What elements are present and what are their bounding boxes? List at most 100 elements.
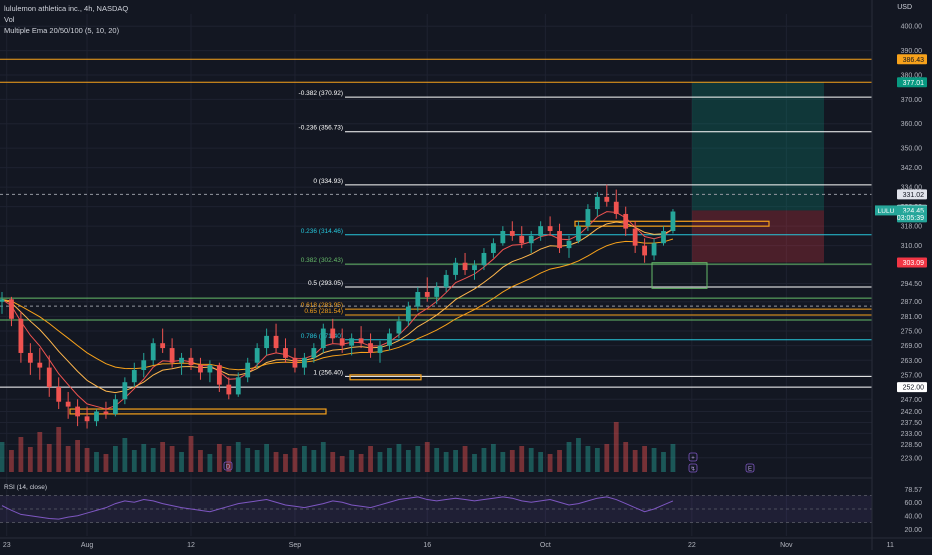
- volume-bar: [0, 442, 5, 472]
- candle-body: [472, 265, 477, 271]
- volume-bar: [443, 452, 449, 472]
- volume-indicator-label[interactable]: Vol: [4, 15, 15, 24]
- candle-body: [283, 348, 288, 358]
- volume-bar: [368, 446, 373, 472]
- volume-bar: [9, 450, 14, 472]
- candle-body: [509, 231, 515, 236]
- candle-body: [235, 377, 241, 395]
- candle-body: [481, 252, 487, 266]
- price-tag-label: 324.45: [903, 208, 925, 215]
- candle-body: [623, 213, 629, 229]
- fib-level-label: 0.65 (281.54): [304, 308, 343, 315]
- volume-bar: [377, 452, 383, 472]
- volume-bar: [283, 454, 288, 472]
- candle-body: [462, 262, 468, 271]
- candle-body: [349, 338, 355, 346]
- price-axis-tick-label: 334.00: [901, 185, 923, 192]
- candle-body: [320, 328, 326, 349]
- rsi-label: RSI (14, close): [4, 484, 47, 491]
- time-axis-tick-label: Oct: [540, 542, 551, 549]
- price-axis-tick-label: 310.00: [901, 243, 923, 250]
- volume-bar: [405, 450, 411, 472]
- volume-bar: [302, 446, 307, 472]
- support-zone-box: [349, 374, 422, 381]
- candle-body: [424, 291, 430, 297]
- volume-bar: [604, 444, 610, 472]
- candle-body: [396, 321, 402, 334]
- time-axis-tick-label: Sep: [289, 542, 302, 549]
- rsi-axis-tick-label: 40.00: [904, 513, 922, 520]
- price-tag-background: [897, 382, 927, 393]
- volume-bar: [670, 444, 676, 472]
- volume-bar: [415, 446, 421, 472]
- candle-body: [528, 235, 534, 244]
- candle-body: [339, 338, 345, 346]
- fib-level-label: -0.236 (356.73): [299, 125, 343, 132]
- price-axis-tick-label: 263.00: [901, 358, 923, 365]
- volume-bar: [491, 444, 496, 472]
- symbol-title[interactable]: lululemon athletica inc., 4h, NASDAQ: [4, 4, 129, 13]
- volume-bar: [18, 437, 24, 472]
- price-axis-tick-label: 269.00: [901, 343, 923, 350]
- candle-body: [377, 345, 383, 353]
- legend-block: lululemon athletica inc., 4h, NASDAQ Vol…: [4, 3, 128, 36]
- candle-body: [273, 335, 279, 349]
- price-axis-tick-label: 342.00: [901, 165, 923, 172]
- volume-bar: [27, 447, 33, 472]
- volume-bar: [613, 422, 619, 472]
- candle-body: [292, 357, 298, 368]
- time-axis-tick-label: 12: [187, 542, 195, 549]
- price-axis-tick-label: 390.00: [901, 48, 923, 55]
- candle-body: [453, 262, 458, 275]
- volume-bar: [198, 450, 203, 472]
- volume-bar: [169, 446, 175, 472]
- price-axis-tick-label: 281.00: [901, 314, 923, 321]
- candle-body: [547, 226, 553, 232]
- volume-bar: [349, 450, 355, 472]
- candle-body: [9, 299, 14, 319]
- candle-body: [94, 411, 99, 422]
- price-axis-tick-label: 228.50: [901, 442, 923, 449]
- volume-bar: [311, 450, 317, 472]
- fib-level-label: 1 (256.40): [313, 369, 343, 376]
- candle-body: [103, 411, 109, 414]
- volume-bar: [46, 444, 52, 472]
- candle-body: [75, 406, 80, 417]
- volume-bar: [509, 450, 515, 472]
- price-tag-label: 303.09: [903, 260, 925, 267]
- volume-bar: [264, 444, 269, 472]
- price-axis-tick-label: 242.00: [901, 409, 923, 416]
- volume-bar: [585, 446, 591, 472]
- candle-body: [538, 226, 544, 236]
- price-axis-tick-label: 233.00: [901, 431, 923, 438]
- event-marker: [745, 463, 755, 473]
- volume-bar: [150, 448, 156, 472]
- candle-body: [613, 201, 619, 214]
- volume-bar: [37, 432, 43, 472]
- volume-bar: [226, 446, 232, 472]
- support-zone-box: [69, 408, 327, 415]
- candle-body: [661, 231, 666, 244]
- candle-body: [198, 365, 203, 373]
- price-axis-tick-label: 360.00: [901, 121, 923, 128]
- fib-level-label: -0.382 (370.92): [299, 90, 343, 97]
- candle-body: [141, 360, 147, 371]
- candle-body: [594, 196, 600, 210]
- candle-body: [113, 399, 118, 414]
- candle-body: [302, 357, 307, 368]
- candle-body: [443, 274, 449, 288]
- candle-body: [358, 338, 364, 344]
- event-marker: [688, 452, 698, 462]
- price-axis: [872, 0, 932, 550]
- price-axis-tick-label: 247.00: [901, 397, 923, 404]
- volume-bar: [339, 456, 345, 472]
- volume-bar: [103, 454, 109, 472]
- candle-body: [245, 362, 251, 378]
- position-stop-zone: [692, 210, 824, 263]
- ema-indicator-label[interactable]: Multiple Ema 20/50/100 (5, 10, 20): [4, 26, 120, 35]
- candle-body: [254, 348, 260, 363]
- currency-label: USD: [897, 4, 912, 11]
- volume-bar: [245, 448, 251, 472]
